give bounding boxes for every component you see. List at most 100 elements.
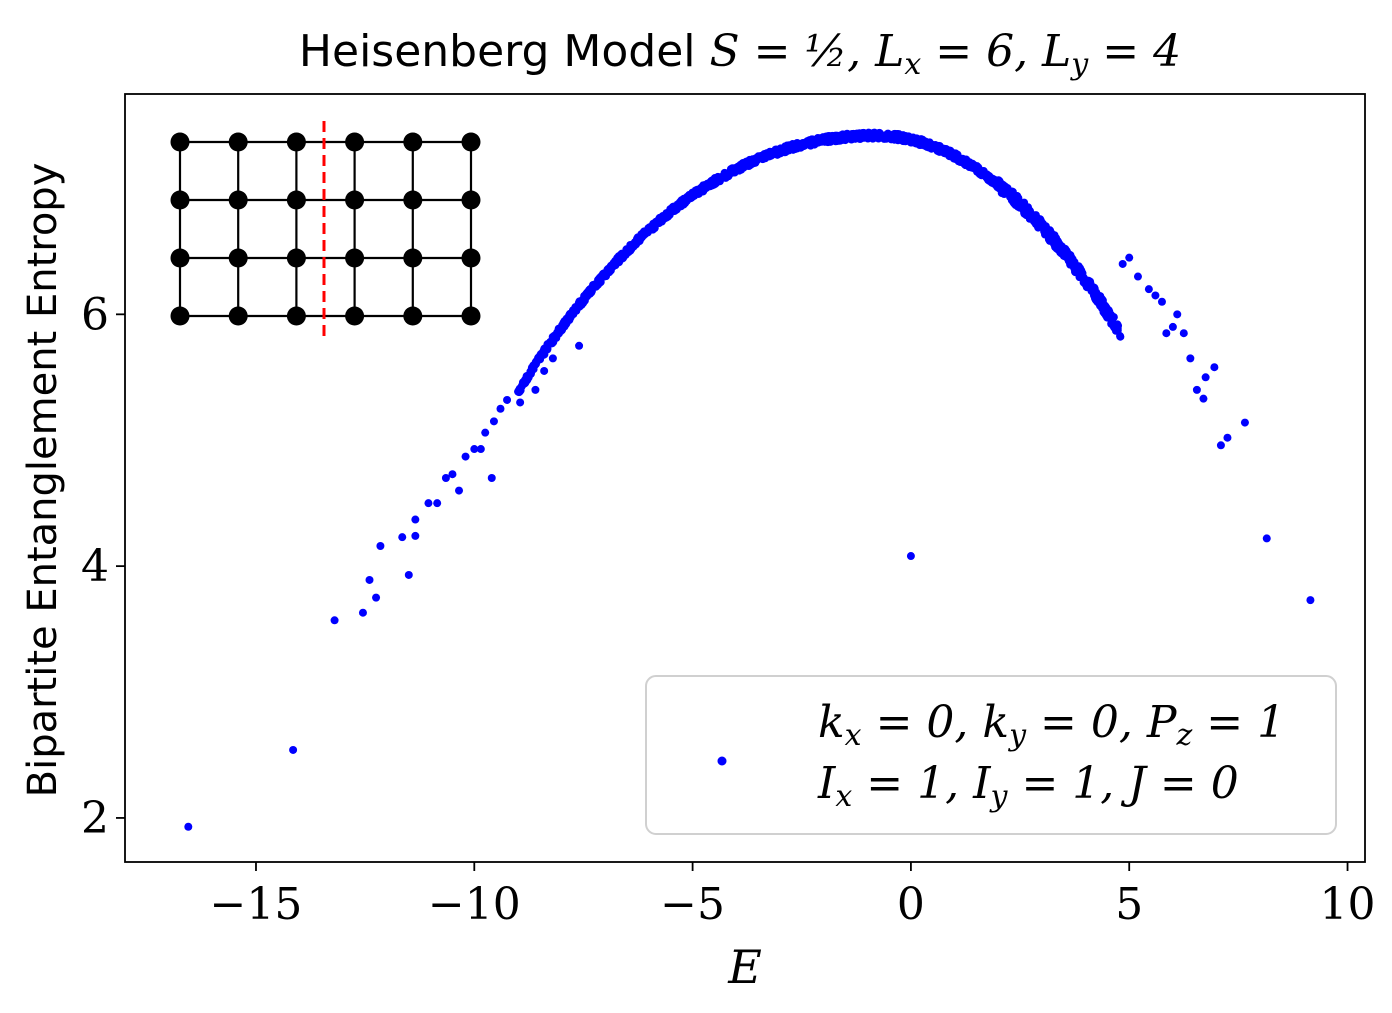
chart-title: Heisenberg Model S = ½, Lx = 6, Ly = 4 bbox=[299, 26, 1181, 82]
y-tick-label: 6 bbox=[81, 289, 109, 340]
data-point bbox=[901, 137, 910, 146]
data-point bbox=[1111, 326, 1120, 335]
lattice-site bbox=[228, 306, 248, 326]
data-point bbox=[1118, 259, 1127, 268]
data-point bbox=[1199, 394, 1208, 403]
data-point bbox=[358, 608, 367, 617]
data-point bbox=[939, 144, 948, 153]
data-point bbox=[531, 385, 540, 394]
lattice-site bbox=[403, 190, 423, 210]
data-point bbox=[520, 379, 529, 388]
data-point bbox=[1125, 253, 1134, 262]
lattice-site bbox=[461, 190, 481, 210]
legend-marker bbox=[717, 756, 727, 766]
data-point bbox=[404, 570, 413, 579]
data-point bbox=[536, 355, 545, 364]
data-point bbox=[1173, 310, 1182, 319]
data-point bbox=[1003, 188, 1012, 197]
data-point bbox=[874, 129, 883, 138]
data-point bbox=[1107, 314, 1116, 323]
data-point bbox=[614, 253, 623, 262]
data-point bbox=[516, 398, 525, 407]
data-point bbox=[575, 299, 584, 308]
data-point bbox=[487, 474, 496, 482]
data-point bbox=[580, 291, 589, 300]
data-point bbox=[561, 318, 570, 327]
data-point bbox=[776, 149, 785, 158]
data-point bbox=[470, 445, 479, 454]
lattice-site bbox=[286, 132, 306, 152]
data-point bbox=[809, 139, 818, 148]
data-point bbox=[973, 167, 982, 176]
data-point bbox=[911, 134, 920, 143]
lattice-inset bbox=[170, 121, 481, 338]
x-tick-label: −5 bbox=[660, 879, 725, 930]
data-point bbox=[1116, 332, 1125, 341]
x-tick-label: −15 bbox=[210, 879, 303, 930]
data-point bbox=[489, 417, 498, 426]
y-axis-label: Bipartite Entanglement Entropy bbox=[20, 163, 66, 798]
lattice-site bbox=[345, 306, 365, 326]
lattice-site bbox=[170, 190, 190, 210]
data-point bbox=[918, 135, 927, 144]
lattice-site bbox=[170, 132, 190, 152]
data-point bbox=[461, 452, 470, 461]
data-point bbox=[1192, 385, 1201, 394]
data-point bbox=[625, 243, 634, 252]
data-point bbox=[646, 223, 655, 232]
data-point bbox=[621, 250, 630, 259]
data-point bbox=[849, 131, 858, 140]
data-point bbox=[1041, 222, 1050, 231]
data-point bbox=[1179, 329, 1188, 338]
data-point bbox=[882, 133, 891, 142]
y-tick-label: 2 bbox=[81, 793, 109, 844]
data-point bbox=[503, 395, 512, 404]
data-point bbox=[733, 163, 742, 172]
data-point bbox=[1075, 273, 1084, 282]
legend-line-1: kx = 0, ky = 0, Pz = 1 bbox=[818, 697, 1285, 753]
data-point bbox=[1262, 534, 1271, 543]
lattice-site bbox=[461, 248, 481, 268]
ticks-group: −15 −10 −5 0 5 10 2 4 6 bbox=[81, 289, 1376, 930]
data-point bbox=[828, 133, 837, 142]
data-point bbox=[1240, 418, 1249, 427]
legend: kx = 0, ky = 0, Pz = 1 Ix = 1, Iy = 1, J… bbox=[645, 675, 1337, 835]
data-point bbox=[411, 531, 420, 540]
data-point bbox=[330, 616, 339, 625]
data-point bbox=[906, 552, 915, 561]
data-point bbox=[889, 131, 898, 140]
lattice-site bbox=[461, 132, 481, 152]
data-point bbox=[548, 354, 557, 363]
x-axis-label: E bbox=[727, 940, 762, 994]
data-point bbox=[1067, 260, 1076, 269]
lattice-site bbox=[461, 306, 481, 326]
data-point bbox=[743, 160, 752, 169]
data-point bbox=[967, 162, 976, 171]
data-point bbox=[1144, 285, 1153, 294]
data-point bbox=[289, 745, 298, 754]
lattice-site bbox=[228, 132, 248, 152]
plot-area bbox=[124, 93, 1366, 863]
data-point bbox=[755, 153, 764, 162]
data-point bbox=[688, 188, 697, 197]
data-point bbox=[1306, 596, 1315, 605]
data-point bbox=[398, 533, 407, 542]
lattice-site bbox=[170, 248, 190, 268]
x-tick-label: −10 bbox=[428, 879, 521, 930]
data-point bbox=[705, 181, 714, 190]
data-point bbox=[1098, 304, 1107, 313]
data-point bbox=[1216, 441, 1225, 450]
data-point bbox=[1186, 354, 1195, 363]
data-point bbox=[575, 341, 584, 350]
data-point bbox=[1162, 329, 1171, 338]
data-point bbox=[376, 541, 385, 550]
data-point bbox=[529, 363, 538, 372]
data-point bbox=[820, 137, 829, 146]
data-point bbox=[666, 205, 675, 214]
data-point bbox=[476, 445, 485, 454]
data-point bbox=[558, 325, 567, 334]
data-point bbox=[933, 144, 942, 153]
data-point bbox=[455, 486, 464, 495]
data-point bbox=[1091, 294, 1100, 303]
data-point bbox=[837, 132, 846, 141]
